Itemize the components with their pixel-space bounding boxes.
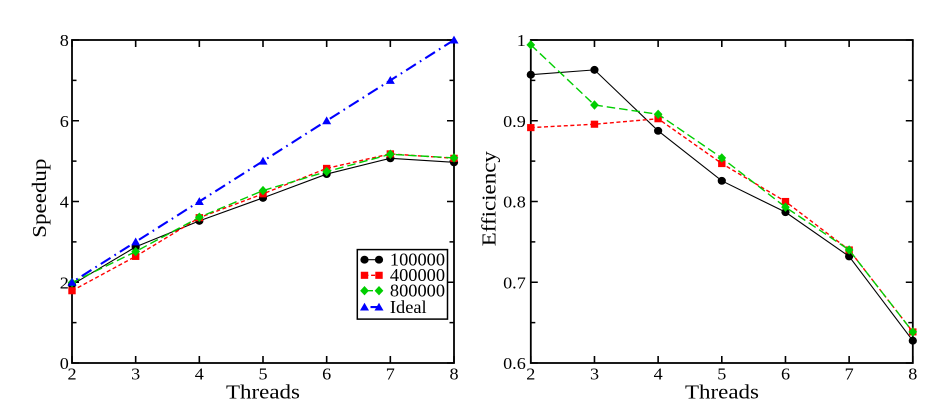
svg-text:6: 6 xyxy=(60,111,69,131)
svg-text:0.6: 0.6 xyxy=(503,353,526,373)
svg-text:5: 5 xyxy=(717,364,726,384)
svg-text:3: 3 xyxy=(590,364,599,384)
svg-text:3: 3 xyxy=(131,364,140,384)
svg-text:2: 2 xyxy=(526,364,535,384)
svg-text:5: 5 xyxy=(258,364,267,384)
svg-text:Threads: Threads xyxy=(226,380,300,403)
svg-text:6: 6 xyxy=(322,364,331,384)
svg-text:Speedup: Speedup xyxy=(28,159,51,238)
svg-text:8: 8 xyxy=(908,364,917,384)
svg-text:7: 7 xyxy=(845,364,854,384)
svg-text:0.9: 0.9 xyxy=(503,111,526,131)
svg-text:4: 4 xyxy=(654,364,663,384)
svg-text:2: 2 xyxy=(60,273,69,293)
svg-text:Ideal: Ideal xyxy=(390,297,427,317)
svg-text:Efficiency: Efficiency xyxy=(478,151,501,246)
svg-text:4: 4 xyxy=(60,192,69,212)
svg-text:6: 6 xyxy=(781,364,790,384)
svg-text:0.8: 0.8 xyxy=(503,192,526,212)
svg-text:8: 8 xyxy=(449,364,458,384)
svg-text:100000: 100000 xyxy=(390,250,445,270)
svg-text:4: 4 xyxy=(195,364,204,384)
svg-text:0: 0 xyxy=(60,353,69,373)
svg-text:800000: 800000 xyxy=(390,281,445,301)
svg-text:2: 2 xyxy=(67,364,76,384)
svg-text:1: 1 xyxy=(517,30,526,50)
svg-text:400000: 400000 xyxy=(390,266,445,286)
svg-text:7: 7 xyxy=(386,364,395,384)
svg-text:8: 8 xyxy=(60,30,69,50)
svg-text:Threads: Threads xyxy=(685,380,759,403)
svg-text:0.7: 0.7 xyxy=(503,273,526,293)
